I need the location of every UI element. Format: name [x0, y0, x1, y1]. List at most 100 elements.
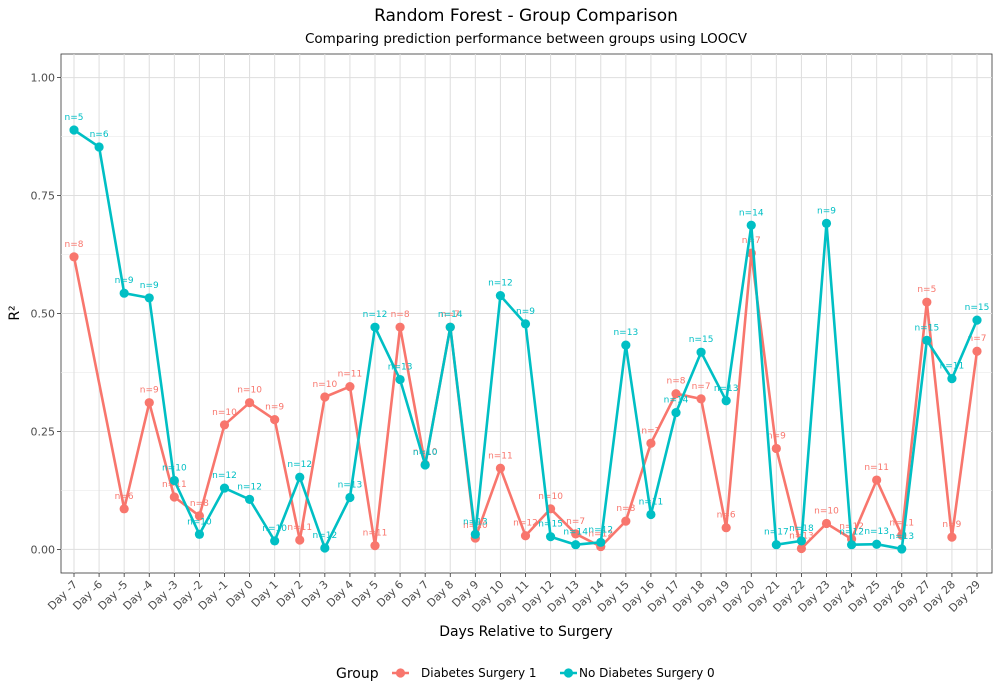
data-point: [370, 541, 380, 551]
data-point: [395, 322, 405, 332]
data-label: n=11: [287, 523, 312, 533]
data-label: n=9: [817, 206, 836, 216]
data-point: [771, 443, 781, 454]
data-label: n=8: [65, 240, 84, 250]
data-label: n=14: [438, 310, 463, 320]
data-label: n=9: [140, 281, 159, 291]
data-label: n=13: [338, 481, 363, 491]
data-label: n=7: [566, 517, 585, 527]
chart-title: Random Forest - Group Comparison: [374, 6, 678, 26]
data-point: [872, 475, 882, 485]
data-point: [671, 407, 681, 418]
data-point: [295, 472, 305, 482]
data-label: n=12: [312, 531, 337, 541]
data-label: n=12: [839, 528, 864, 538]
data-label: n=12: [212, 471, 237, 481]
y-tick-label: 0.75: [31, 190, 56, 203]
data-label: n=11: [940, 362, 965, 372]
data-label: n=13: [388, 363, 413, 373]
data-point: [345, 382, 355, 392]
data-point: [796, 543, 807, 554]
legend-item: Diabetes Surgery 1: [392, 666, 537, 680]
data-label: n=11: [864, 463, 889, 473]
data-point: [922, 297, 932, 307]
data-point: [119, 504, 129, 514]
legend-label: No Diabetes Surgery 0: [579, 666, 715, 680]
data-label: n=13: [889, 532, 914, 542]
data-point: [796, 536, 807, 546]
data-label: n=13: [714, 384, 739, 394]
data-point: [696, 394, 706, 404]
data-label: n=9: [516, 307, 535, 317]
data-label: n=15: [538, 520, 563, 530]
data-point: [295, 535, 305, 545]
data-label: n=13: [613, 328, 638, 338]
x-tick-label: Day 3: [299, 578, 331, 610]
data-label: n=11: [889, 518, 914, 528]
data-label: n=10: [212, 408, 237, 418]
y-tick-label: 1.00: [31, 72, 56, 85]
data-label: n=12: [588, 525, 613, 535]
data-label: n=13: [463, 517, 488, 527]
data-label: n=14: [563, 528, 588, 538]
data-label: n=10: [187, 517, 212, 527]
data-label: n=15: [965, 303, 990, 313]
data-point: [144, 398, 154, 408]
data-label: n=6: [90, 130, 109, 140]
data-label: n=7: [692, 382, 711, 392]
data-label: n=12: [237, 482, 262, 492]
data-label: n=12: [513, 519, 538, 529]
data-point: [320, 392, 330, 402]
legend-item: No Diabetes Surgery 0: [560, 666, 715, 680]
data-point: [495, 290, 506, 301]
data-point: [922, 335, 932, 345]
data-point: [445, 322, 455, 332]
data-point: [194, 529, 205, 539]
data-point: [696, 347, 706, 357]
y-axis-title: R²: [7, 305, 23, 320]
data-point: [520, 531, 531, 541]
legend-key-point: [395, 668, 406, 678]
x-tick-label: Day 0: [224, 578, 256, 610]
data-label: n=10: [413, 448, 438, 458]
data-point: [621, 516, 631, 526]
data-point: [897, 544, 907, 554]
data-point: [571, 529, 581, 539]
data-point: [270, 415, 280, 425]
x-tick-label: Day 8: [424, 578, 456, 610]
data-label: n=12: [839, 522, 864, 532]
data-label: n=11: [488, 451, 513, 461]
y-tick-label: 0.50: [31, 308, 56, 321]
data-label: n=7: [968, 334, 987, 344]
data-label: n=8: [616, 504, 635, 514]
data-label: n=14: [739, 208, 764, 218]
data-point: [947, 532, 957, 542]
series-group: n=8n=6n=9n=11n=8n=10n=10n=9n=11n=10n=11n…: [65, 113, 990, 554]
data-label: n=9: [140, 386, 159, 396]
data-point: [119, 288, 129, 298]
x-tick-label: Day 4: [324, 578, 356, 610]
grid: [61, 54, 992, 573]
data-point: [395, 374, 405, 385]
data-label: n=8: [391, 310, 410, 320]
series-line: [72, 251, 979, 550]
x-axis-title: Days Relative to Surgery: [439, 624, 613, 640]
data-label: n=6: [115, 492, 134, 502]
data-label: n=15: [914, 323, 939, 333]
series-1: n=5n=6n=9 n=9n=10n=10n=12n=12n=10n=12n=12…: [65, 113, 990, 554]
data-label: n=12: [363, 310, 388, 320]
y-tick-label: 0.25: [31, 425, 56, 438]
data-point: [972, 315, 982, 325]
data-point: [520, 319, 531, 329]
data-point: [169, 475, 179, 486]
data-point: [671, 389, 681, 399]
data-label: n=9: [115, 276, 134, 286]
legend-key-point: [563, 668, 574, 678]
data-point: [219, 483, 230, 493]
data-label: n=9: [942, 520, 961, 530]
data-point: [69, 252, 79, 262]
x-tick-label: Day 6: [374, 578, 406, 610]
data-label: n=10: [413, 447, 438, 457]
data-label: n=10: [312, 380, 337, 390]
